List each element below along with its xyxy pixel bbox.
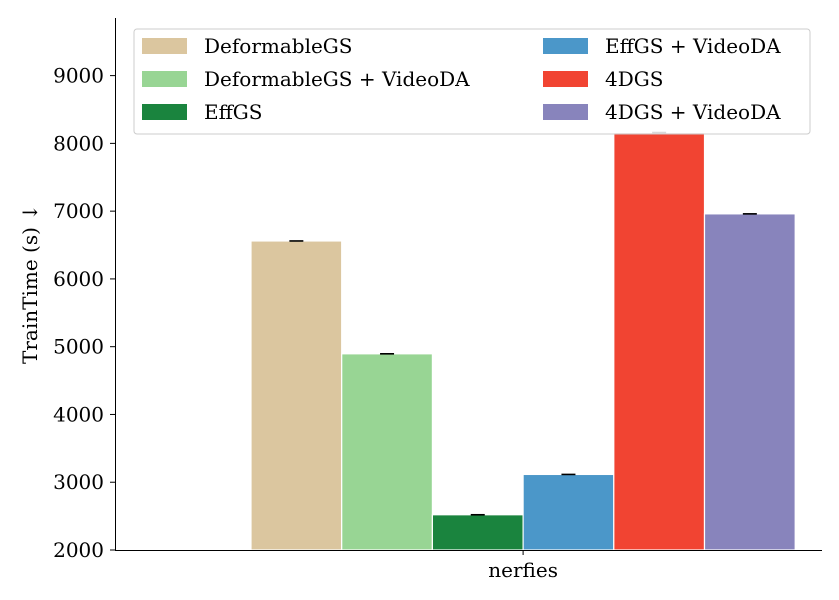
legend-label-3: EffGS + VideoDA	[605, 34, 781, 58]
legend: DeformableGS DeformableGS + VideoDA EffGS E…	[133, 28, 811, 135]
bar-4	[613, 131, 706, 551]
bars-group	[250, 131, 796, 551]
legend-swatch-5	[543, 104, 588, 120]
y-tick-label-4: 6000	[53, 267, 104, 291]
bar-1	[341, 353, 434, 551]
legend-swatch-2	[142, 104, 187, 120]
y-tick-label-5: 7000	[53, 199, 104, 223]
legend-label-2: EffGS	[204, 100, 263, 124]
legend-swatch-0	[142, 38, 187, 54]
bar-2	[431, 514, 524, 551]
legend-swatch-4	[543, 71, 588, 87]
y-tick-label-7: 9000	[53, 64, 104, 88]
legend-label-4: 4DGS	[605, 67, 663, 91]
legend-swatch-3	[543, 38, 588, 54]
y-axis-label: TrainTime (s) ↓	[18, 204, 42, 364]
y-tick-label-6: 8000	[53, 131, 104, 155]
y-tick-label-3: 5000	[53, 335, 104, 359]
bar-3	[522, 473, 615, 551]
bar-5	[703, 213, 796, 551]
bar-0	[250, 240, 343, 551]
legend-frame	[133, 28, 811, 135]
axes-group	[115, 18, 822, 551]
legend-label-0: DeformableGS	[204, 34, 352, 58]
y-tick-label-1: 3000	[53, 470, 104, 494]
y-tick-label-0: 2000	[53, 538, 104, 562]
x-ticks-group: nerfies	[488, 550, 558, 582]
x-tick-label-0: nerfies	[488, 558, 558, 582]
legend-label-5: 4DGS + VideoDA	[605, 100, 781, 124]
y-tick-label-2: 4000	[53, 402, 104, 426]
legend-swatch-1	[142, 71, 187, 87]
legend-label-1: DeformableGS + VideoDA	[204, 67, 470, 91]
y-ticks-group: 2000 3000 4000 5000 6000 7000 8000 9000	[53, 64, 115, 562]
